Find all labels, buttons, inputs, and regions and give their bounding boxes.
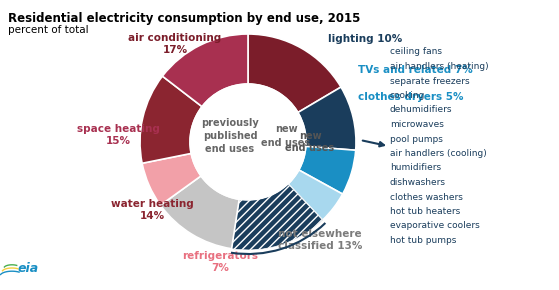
Text: air conditioning
17%: air conditioning 17% xyxy=(129,33,221,55)
Wedge shape xyxy=(160,176,239,249)
Text: hot tub pumps: hot tub pumps xyxy=(390,236,456,245)
Wedge shape xyxy=(248,34,341,113)
Text: TVs and related 7%: TVs and related 7% xyxy=(358,65,473,75)
Wedge shape xyxy=(288,170,343,220)
Text: Residential electricity consumption by end use, 2015: Residential electricity consumption by e… xyxy=(8,12,361,25)
Text: percent of total: percent of total xyxy=(8,25,89,35)
Text: eia: eia xyxy=(18,262,39,275)
Circle shape xyxy=(190,84,306,200)
Text: evaporative coolers: evaporative coolers xyxy=(390,222,480,231)
Wedge shape xyxy=(231,184,323,250)
Text: microwaves: microwaves xyxy=(390,120,444,129)
Text: ceiling fans: ceiling fans xyxy=(390,48,442,57)
Text: clothes washers: clothes washers xyxy=(390,193,463,202)
Text: hot tub heaters: hot tub heaters xyxy=(390,207,460,216)
Text: previously
published
end uses: previously published end uses xyxy=(201,118,259,154)
Text: refrigerators
7%: refrigerators 7% xyxy=(182,251,258,273)
Text: space heating
15%: space heating 15% xyxy=(77,124,159,146)
Text: dehumidifiers: dehumidifiers xyxy=(390,106,452,115)
Text: air handlers (cooling): air handlers (cooling) xyxy=(390,149,487,158)
Wedge shape xyxy=(140,76,202,163)
Wedge shape xyxy=(142,153,201,205)
Text: humidifiers: humidifiers xyxy=(390,164,441,173)
Text: separate freezers: separate freezers xyxy=(390,77,470,86)
Text: air handlers (heating): air handlers (heating) xyxy=(390,62,489,71)
Text: lighting 10%: lighting 10% xyxy=(328,34,402,44)
Text: dishwashers: dishwashers xyxy=(390,178,446,187)
Text: new
end uses: new end uses xyxy=(262,124,311,148)
Text: clothes dryers 5%: clothes dryers 5% xyxy=(358,92,463,102)
Text: pool pumps: pool pumps xyxy=(390,135,443,144)
Text: not elsewhere
classified 13%: not elsewhere classified 13% xyxy=(278,229,362,251)
Text: water heating
14%: water heating 14% xyxy=(111,199,193,221)
Text: new
end uses: new end uses xyxy=(286,131,335,153)
Wedge shape xyxy=(163,34,248,107)
Wedge shape xyxy=(298,87,356,150)
Text: cooking: cooking xyxy=(390,91,425,100)
Wedge shape xyxy=(299,146,356,194)
